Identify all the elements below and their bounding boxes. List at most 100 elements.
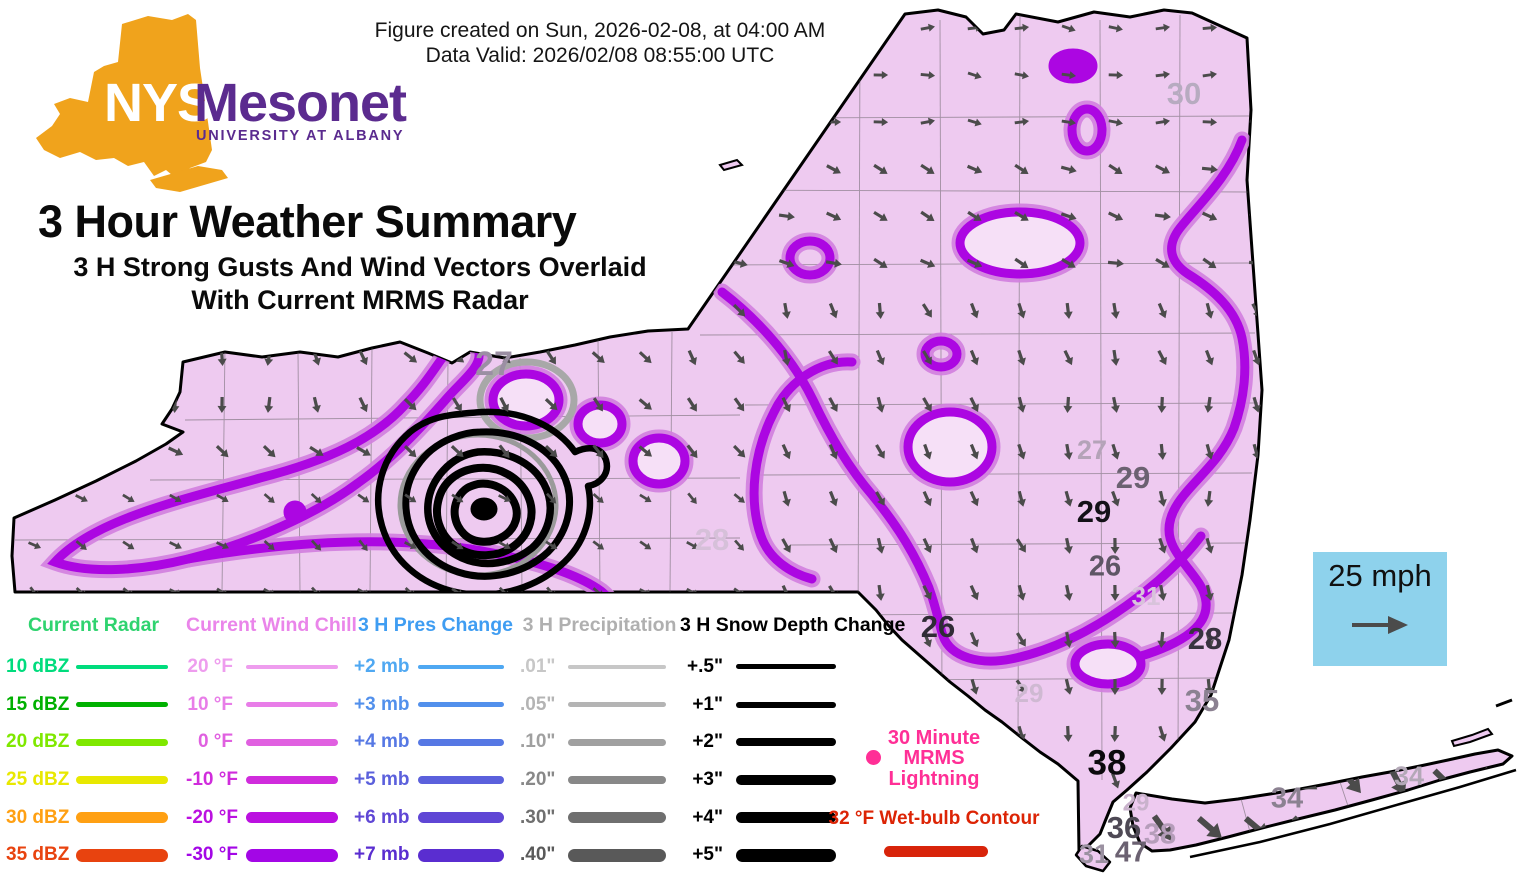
wind-arrow-icon	[1295, 258, 1312, 268]
legend-row-line-sample	[418, 849, 504, 862]
wind-arrow-icon	[215, 445, 229, 458]
wind-arrow-icon	[1158, 490, 1167, 507]
wind-arrow-icon	[1201, 211, 1218, 221]
legend-column-current-wind-chill: Current Wind Chill 20 °F 10 °F 0 °F -10 °F -2…	[186, 612, 357, 874]
legend-row: +5"	[680, 836, 849, 874]
gust-label: 29	[1015, 678, 1044, 708]
wind-arrow-icon	[1060, 165, 1077, 174]
legend-row-label: +6 mb	[354, 806, 410, 828]
legend-row: .01"	[520, 648, 679, 686]
wind-arrow-icon	[356, 446, 371, 456]
wind-arrow-icon	[498, 540, 511, 550]
wind-arrow-icon	[1017, 584, 1026, 601]
gust-label: 27	[1077, 435, 1107, 465]
wind-arrow-icon	[545, 350, 556, 365]
wind-arrow-icon	[1299, 396, 1308, 413]
legend-row: -10 °F	[186, 761, 351, 799]
wind-arrow-icon	[969, 443, 979, 460]
legend-column-precipitation: 3 H Precipitation .01" .05" .10" .20" .30" .40…	[520, 612, 679, 874]
legend-header-precipitation: 3 H Precipitation	[522, 614, 677, 636]
gust-label: 28	[1188, 621, 1222, 656]
wind-arrow-icon	[1299, 349, 1308, 366]
legend-row: .20"	[520, 761, 679, 799]
legend-row-line-sample	[736, 775, 836, 785]
wind-arrow-icon	[873, 210, 888, 221]
gust-label: 29	[1123, 789, 1150, 816]
legend-row-line-sample	[246, 738, 338, 746]
wind-arrow-icon	[169, 493, 182, 503]
legend-row-line-sample	[246, 812, 338, 823]
wind-arrow-icon	[1296, 163, 1311, 174]
wind-arrow-icon	[781, 302, 791, 319]
wind-arrow-icon	[969, 584, 979, 601]
lightning-label-line: Lightning	[888, 767, 980, 790]
legend-row-line-sample	[568, 702, 666, 708]
wind-arrow-icon	[779, 118, 795, 127]
wind-arrow-icon	[1436, 259, 1453, 268]
wind-arrow-icon	[828, 490, 838, 507]
legend-header-pres-change: 3 H Pres Change	[358, 614, 513, 636]
legend-row-line-sample	[418, 775, 504, 785]
wind-arrow-icon	[779, 71, 795, 80]
legend-row: +2"	[680, 723, 849, 761]
wind-arrow-icon	[1196, 816, 1222, 839]
wind-arrow-icon	[970, 678, 979, 695]
wind-arrow-icon	[499, 397, 509, 412]
wind-arrow-icon	[638, 117, 654, 126]
legend-row-line-sample	[76, 849, 168, 862]
legend-row-label: 10 °F	[187, 693, 233, 715]
wind-arrow-icon	[544, 445, 558, 458]
wind-arrow-icon	[1158, 537, 1167, 554]
wind-arrow-icon	[1392, 396, 1402, 413]
wind-arrow-icon	[639, 540, 652, 550]
gust-label: 31	[1079, 839, 1109, 869]
wind-arrow-icon	[27, 446, 42, 456]
wind-arrow-icon	[1486, 443, 1496, 460]
legend-row-line-sample	[736, 738, 836, 747]
legend-row: 20 °F	[186, 648, 351, 686]
wetbulb-legend-label: 32 °F Wet-bulb Contour	[828, 808, 1040, 829]
wind-arrow-icon	[733, 350, 745, 364]
wind-arrow-icon	[1440, 443, 1449, 460]
wind-arrow-icon	[685, 117, 701, 126]
gust-label: 27	[475, 345, 513, 383]
wind-arrow-icon	[875, 491, 885, 506]
legend-row: +3 mb	[354, 686, 517, 724]
wind-arrow-icon	[1483, 164, 1500, 174]
legend-row: 15 dBZ	[6, 686, 181, 724]
legend-row-label: +.5"	[687, 655, 723, 677]
legend-row-line-sample	[76, 775, 168, 785]
wind-arrow-icon	[1014, 211, 1029, 221]
wind-arrow-icon	[1486, 396, 1496, 413]
wind-arrow-icon	[1389, 164, 1406, 174]
gust-label: 30	[1167, 76, 1201, 111]
legend-row-line-sample	[418, 812, 504, 823]
legend-row-label: +1"	[692, 693, 723, 715]
wind-arrow-icon	[1437, 24, 1452, 33]
wind-arrow-icon	[732, 117, 748, 127]
legend-row: 10 °F	[186, 686, 351, 724]
legend-column-current-radar: Current Radar 10 dBZ 15 dBZ 20 dBZ 25 dBZ 30 …	[6, 612, 181, 874]
wind-arrow-icon	[781, 349, 791, 366]
wind-arrow-icon	[1110, 537, 1120, 554]
wind-arrow-icon	[1298, 443, 1308, 460]
wind-arrow-icon	[28, 494, 41, 503]
wind-arrow-icon	[1392, 443, 1402, 460]
wind-arrow-icon	[967, 210, 982, 221]
wind-arrow-icon	[1479, 815, 1503, 840]
wind-arrow-icon	[1345, 349, 1355, 366]
wind-arrow-icon	[920, 117, 935, 126]
wind-arrow-icon	[826, 71, 841, 80]
wind-arrow-icon	[1392, 349, 1402, 366]
wind-arrow-icon	[309, 445, 324, 456]
wind-arrow-icon	[403, 444, 417, 458]
wind-arrow-icon	[1486, 490, 1496, 507]
wind-arrow-icon	[591, 71, 607, 80]
wind-arrow-icon	[1108, 211, 1124, 221]
wind-arrow-icon	[1296, 70, 1312, 79]
legend-row-label: +5 mb	[354, 768, 410, 790]
wind-arrow-icon	[922, 350, 932, 365]
wind-arrow-icon	[1393, 678, 1402, 695]
wind-arrow-icon	[1251, 537, 1261, 554]
legend-row: -20 °F	[186, 799, 351, 837]
